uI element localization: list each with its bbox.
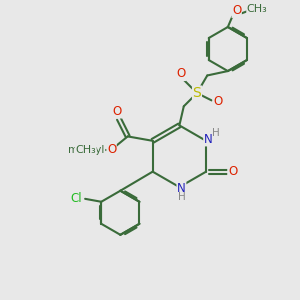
Text: methyl: methyl [68, 145, 105, 154]
Text: H: H [212, 128, 219, 138]
Text: O: O [113, 105, 122, 118]
Text: N: N [204, 133, 212, 146]
Text: N: N [177, 182, 186, 195]
Text: O: O [107, 143, 116, 156]
Text: S: S [193, 86, 201, 100]
Text: O: O [213, 95, 222, 108]
Text: O: O [228, 165, 237, 178]
Text: Cl: Cl [70, 192, 82, 205]
Text: CH₃: CH₃ [247, 4, 268, 14]
Text: O: O [232, 4, 241, 17]
Text: O: O [176, 68, 185, 80]
Text: CH₃: CH₃ [75, 145, 96, 154]
Text: H: H [178, 192, 186, 203]
